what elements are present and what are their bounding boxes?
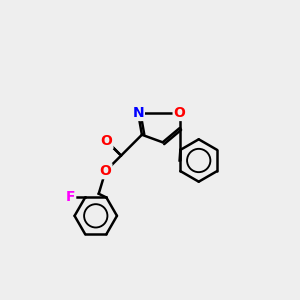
Text: O: O [100, 134, 112, 148]
Text: F: F [66, 190, 75, 205]
Text: O: O [174, 106, 185, 120]
Text: O: O [100, 164, 111, 178]
Text: N: N [132, 106, 144, 120]
